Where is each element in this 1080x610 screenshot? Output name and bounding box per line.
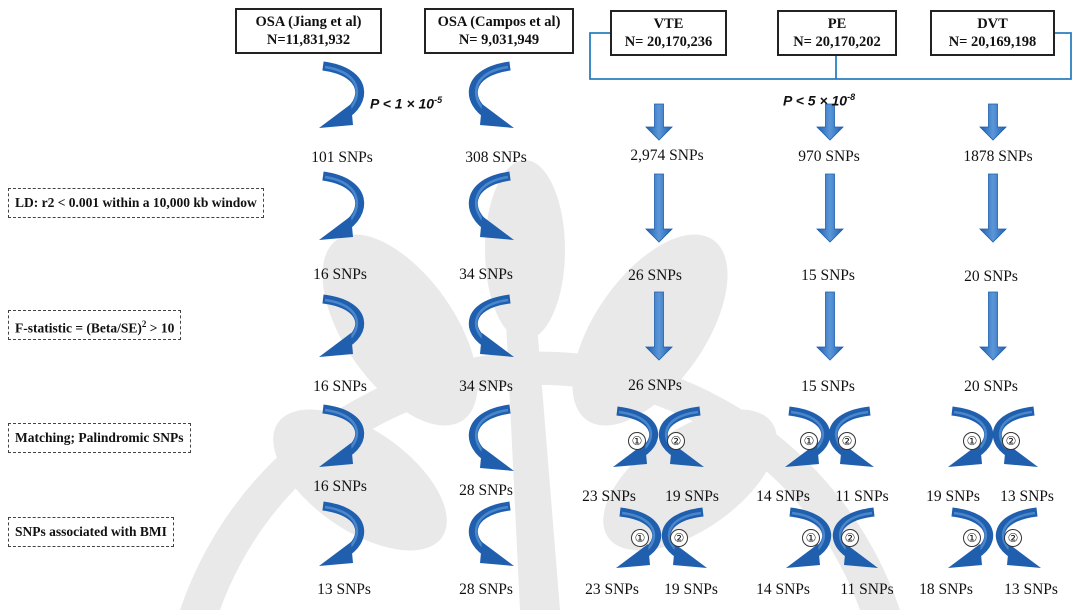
path-marker-2-dvt-row5: ② bbox=[1004, 529, 1022, 547]
curved-arrow-osa-campos-matching bbox=[468, 404, 514, 471]
path-marker-1-dvt-row4: ① bbox=[963, 432, 981, 450]
down-arrow-dvt-ld bbox=[979, 173, 1007, 243]
curved-arrow-osa-jiang-ld bbox=[319, 171, 365, 240]
path-marker-1-pe-row5: ① bbox=[802, 529, 820, 547]
count-vte-row3: 26 SNPs bbox=[628, 377, 682, 394]
curved-arrow-osa-jiang-bmi bbox=[319, 501, 365, 566]
count-pe-row3: 15 SNPs bbox=[801, 378, 855, 395]
source-name: DVT bbox=[977, 16, 1008, 32]
path-marker-1-vte-row5: ① bbox=[631, 529, 649, 547]
down-arrow-pe-fstat bbox=[816, 291, 844, 361]
count-osa-campos-row4: 28 SNPs bbox=[459, 482, 513, 499]
count-pe-row2: 15 SNPs bbox=[801, 267, 855, 284]
source-name: OSA (Campos et al) bbox=[437, 14, 561, 30]
path-marker-2-pe-row4: ② bbox=[838, 432, 856, 450]
count-dvt-path2-row4: 13 SNPs bbox=[1000, 488, 1054, 505]
count-osa-campos-row3: 34 SNPs bbox=[459, 378, 513, 395]
count-osa-jiang-row1: 101 SNPs bbox=[311, 149, 373, 166]
filter-ld-clumping: LD: r2 < 0.001 within a 10,000 kb window bbox=[8, 188, 264, 218]
curved-arrow-osa-campos-ld bbox=[468, 171, 514, 240]
count-pe-path1-row5: 14 SNPs bbox=[756, 581, 810, 598]
count-vte-row2: 26 SNPs bbox=[628, 267, 682, 284]
count-osa-jiang-row5: 13 SNPs bbox=[317, 581, 371, 598]
count-dvt-row3: 20 SNPs bbox=[964, 378, 1018, 395]
split-arrow-vte-path1-bmi bbox=[616, 507, 662, 568]
count-vte-path2-row5: 19 SNPs bbox=[664, 581, 718, 598]
count-vte-row1: 2,974 SNPs bbox=[630, 147, 704, 164]
path-marker-2-pe-row5: ② bbox=[841, 529, 859, 547]
filter-bmi: SNPs associated with BMI bbox=[8, 517, 174, 547]
threshold-osa: P < 1 × 10-5 bbox=[370, 95, 443, 112]
count-osa-jiang-row4: 16 SNPs bbox=[313, 478, 367, 495]
down-arrow-vte-fstat bbox=[645, 291, 673, 361]
source-n: N= 20,170,202 bbox=[793, 34, 881, 50]
down-arrow-dvt-fstat bbox=[979, 291, 1007, 361]
split-arrow-dvt-path1-bmi bbox=[948, 507, 994, 568]
count-dvt-row1: 1878 SNPs bbox=[963, 148, 1033, 165]
count-pe-path2-row5: 11 SNPs bbox=[840, 581, 894, 598]
curved-arrow-osa-campos-fstat bbox=[468, 294, 514, 357]
source-name: OSA (Jiang et al) bbox=[255, 14, 362, 30]
source-box-dvt: DVT N= 20,169,198 bbox=[930, 10, 1055, 56]
path-marker-2-vte-row4: ② bbox=[667, 432, 685, 450]
source-box-osa-jiang: OSA (Jiang et al) N=11,831,932 bbox=[235, 8, 382, 54]
path-marker-1-pe-row4: ① bbox=[800, 432, 818, 450]
curved-arrow-osa-campos-threshold bbox=[468, 61, 514, 128]
source-n: N= 20,170,236 bbox=[624, 34, 713, 50]
source-box-vte: VTE N= 20,170,236 bbox=[610, 10, 727, 56]
filter-matching-palindromic: Matching; Palindromic SNPs bbox=[8, 423, 191, 453]
down-arrow-pe-ld bbox=[816, 173, 844, 243]
source-name: PE bbox=[827, 16, 847, 32]
source-n: N= 20,169,198 bbox=[948, 34, 1037, 50]
down-arrow-dvt-threshold bbox=[979, 103, 1007, 141]
count-pe-path2-row4: 11 SNPs bbox=[835, 488, 889, 505]
down-arrow-pe-threshold bbox=[816, 103, 844, 141]
split-arrow-vte-path2-bmi bbox=[661, 507, 707, 568]
count-vte-path1-row5: 23 SNPs bbox=[585, 581, 639, 598]
split-arrow-dvt-path2-bmi bbox=[995, 507, 1041, 568]
path-marker-2-dvt-row4: ② bbox=[1002, 432, 1020, 450]
count-dvt-row2: 20 SNPs bbox=[964, 268, 1018, 285]
source-box-osa-campos: OSA (Campos et al) N= 9,031,949 bbox=[424, 8, 574, 54]
count-pe-path1-row4: 14 SNPs bbox=[756, 488, 810, 505]
count-dvt-path2-row5: 13 SNPs bbox=[1004, 581, 1058, 598]
count-vte-path1-row4: 23 SNPs bbox=[582, 488, 636, 505]
split-arrow-pe-path2-bmi bbox=[832, 507, 878, 568]
curved-arrow-osa-jiang-matching bbox=[319, 404, 365, 467]
count-dvt-path1-row4: 19 SNPs bbox=[926, 488, 980, 505]
source-n: N= 9,031,949 bbox=[458, 32, 540, 48]
path-marker-1-vte-row4: ① bbox=[628, 432, 646, 450]
count-osa-campos-row2: 34 SNPs bbox=[459, 266, 513, 283]
count-pe-row1: 970 SNPs bbox=[798, 148, 860, 165]
count-osa-campos-row5: 28 SNPs bbox=[459, 581, 513, 598]
split-arrow-pe-path1-bmi bbox=[786, 507, 832, 568]
threshold-vte-pe-dvt: P < 5 × 10-8 bbox=[783, 92, 856, 109]
source-box-pe: PE N= 20,170,202 bbox=[777, 10, 897, 56]
count-vte-path2-row4: 19 SNPs bbox=[665, 488, 719, 505]
count-dvt-path1-row5: 18 SNPs bbox=[919, 581, 973, 598]
source-name: VTE bbox=[653, 16, 684, 32]
path-marker-1-dvt-row5: ① bbox=[963, 529, 981, 547]
curved-arrow-osa-jiang-threshold bbox=[319, 61, 365, 128]
source-n: N=11,831,932 bbox=[266, 32, 351, 48]
count-osa-campos-row1: 308 SNPs bbox=[465, 149, 527, 166]
down-arrow-vte-ld bbox=[645, 173, 673, 243]
path-marker-2-vte-row5: ② bbox=[670, 529, 688, 547]
count-osa-jiang-row2: 16 SNPs bbox=[313, 266, 367, 283]
count-osa-jiang-row3: 16 SNPs bbox=[313, 378, 367, 395]
filter-f-statistic: F-statistic = (Beta/SE)2 > 10 bbox=[8, 310, 182, 340]
curved-arrow-osa-campos-bmi bbox=[468, 501, 514, 566]
curved-arrow-osa-jiang-fstat bbox=[319, 294, 365, 357]
down-arrow-vte-threshold bbox=[645, 103, 673, 141]
